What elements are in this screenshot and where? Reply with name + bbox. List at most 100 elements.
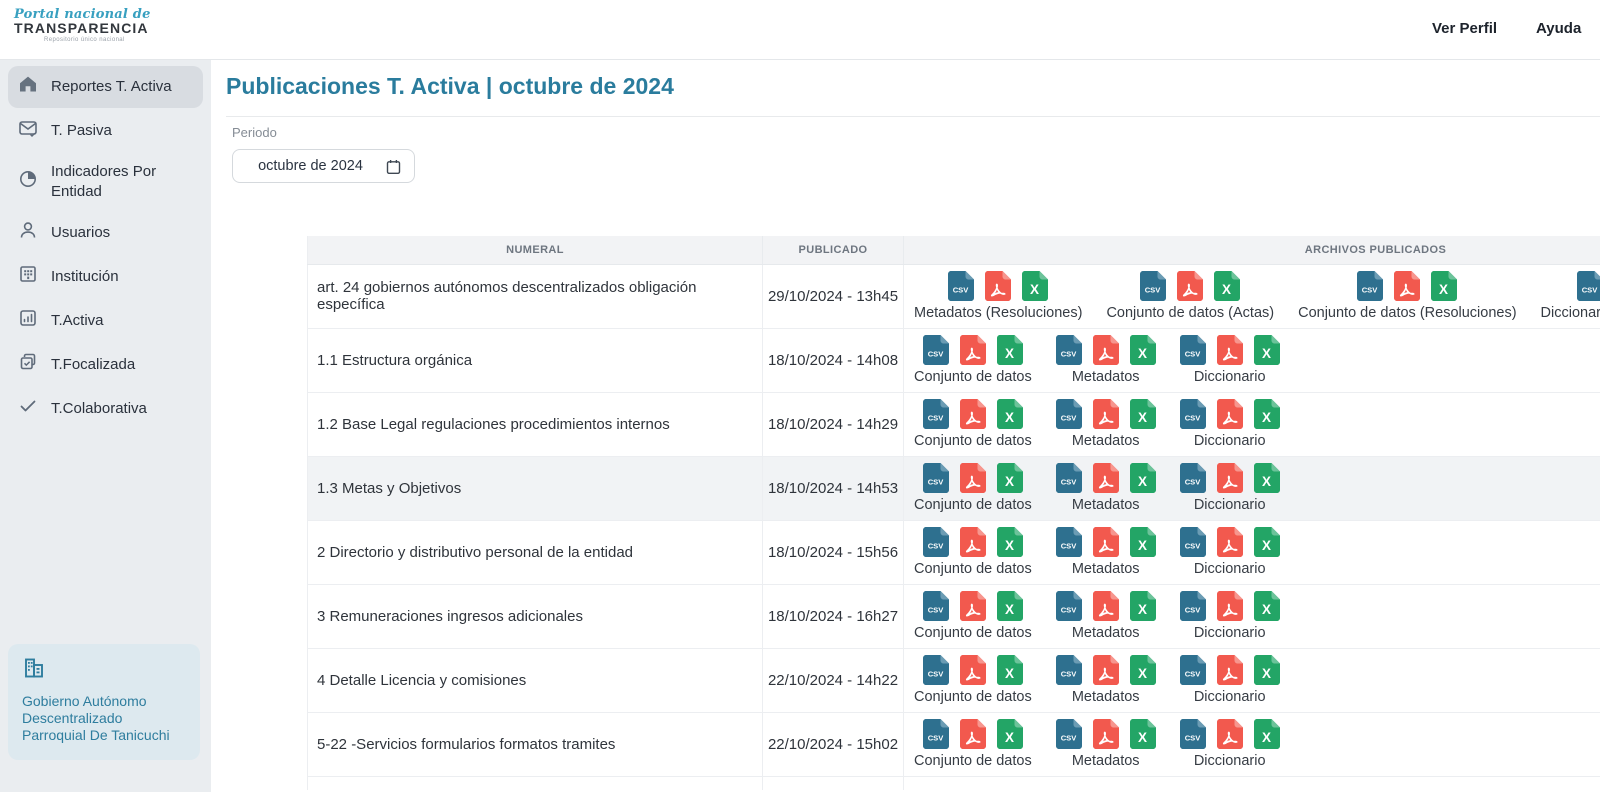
xls-file-icon[interactable]: X bbox=[1253, 335, 1280, 365]
xls-file-icon[interactable]: X bbox=[1129, 335, 1156, 365]
archivo-group: CSV X Diccionario (Resoluciones) bbox=[1541, 271, 1600, 321]
csv-file-icon[interactable]: CSV bbox=[1055, 335, 1082, 365]
pdf-file-icon[interactable] bbox=[959, 463, 986, 493]
xls-file-icon[interactable]: X bbox=[996, 527, 1023, 557]
xls-file-icon[interactable]: X bbox=[1129, 719, 1156, 749]
csv-file-icon[interactable]: CSV bbox=[1055, 463, 1082, 493]
svg-text:X: X bbox=[1138, 666, 1147, 681]
pdf-file-icon[interactable] bbox=[1216, 655, 1243, 685]
svg-text:X: X bbox=[1138, 602, 1147, 617]
xls-file-icon[interactable]: X bbox=[1431, 271, 1458, 301]
xls-file-icon[interactable]: X bbox=[1253, 591, 1280, 621]
xls-file-icon[interactable]: X bbox=[1214, 271, 1241, 301]
ayuda-link[interactable]: Ayuda bbox=[1536, 20, 1582, 37]
archivos-cell: CSV X Metadatos (Resoluciones) CSV X Con… bbox=[903, 264, 1600, 329]
archivo-group: CSV X Metadatos bbox=[1055, 463, 1156, 513]
xls-file-icon[interactable]: X bbox=[1129, 527, 1156, 557]
csv-file-icon[interactable]: CSV bbox=[922, 527, 949, 557]
svg-text:CSV: CSV bbox=[1060, 414, 1077, 423]
pdf-file-icon[interactable] bbox=[959, 655, 986, 685]
period-month-input[interactable]: octubre de 2024 bbox=[232, 149, 415, 183]
xls-file-icon[interactable]: X bbox=[1253, 399, 1280, 429]
xls-file-icon[interactable]: X bbox=[1253, 527, 1280, 557]
sidebar-item-t-activa[interactable]: T.Activa bbox=[8, 300, 203, 342]
pdf-file-icon[interactable] bbox=[1092, 719, 1119, 749]
pdf-file-icon[interactable] bbox=[1092, 399, 1119, 429]
csv-file-icon[interactable]: CSV bbox=[922, 335, 949, 365]
table-row-partial bbox=[307, 776, 1600, 790]
xls-file-icon[interactable]: X bbox=[1129, 463, 1156, 493]
archivos-cell-groups: CSV X Conjunto de datos CSV X Metadatos bbox=[914, 655, 1600, 705]
xls-file-icon[interactable]: X bbox=[996, 655, 1023, 685]
csv-file-icon[interactable]: CSV bbox=[1140, 271, 1167, 301]
xls-file-icon[interactable]: X bbox=[996, 719, 1023, 749]
csv-file-icon[interactable]: CSV bbox=[1055, 399, 1082, 429]
svg-text:CSV: CSV bbox=[928, 542, 945, 551]
pdf-file-icon[interactable] bbox=[1092, 655, 1119, 685]
csv-file-icon[interactable]: CSV bbox=[922, 719, 949, 749]
pdf-file-icon[interactable] bbox=[1216, 463, 1243, 493]
logo-tagline: Repositorio único nacional bbox=[44, 37, 125, 43]
xls-file-icon[interactable]: X bbox=[1129, 591, 1156, 621]
csv-file-icon[interactable]: CSV bbox=[1055, 655, 1082, 685]
xls-file-icon[interactable]: X bbox=[996, 399, 1023, 429]
archivo-group-label: Conjunto de datos bbox=[914, 369, 1032, 385]
csv-file-icon[interactable]: CSV bbox=[1179, 399, 1206, 429]
xls-file-icon[interactable]: X bbox=[1253, 655, 1280, 685]
csv-file-icon[interactable]: CSV bbox=[1179, 463, 1206, 493]
sidebar-item-institucion[interactable]: Institución bbox=[8, 256, 203, 298]
pdf-file-icon[interactable] bbox=[959, 335, 986, 365]
pdf-file-icon[interactable] bbox=[1216, 399, 1243, 429]
pdf-file-icon[interactable] bbox=[959, 591, 986, 621]
pdf-file-icon[interactable] bbox=[1394, 271, 1421, 301]
pdf-file-icon[interactable] bbox=[1216, 335, 1243, 365]
csv-file-icon[interactable]: CSV bbox=[1179, 719, 1206, 749]
pdf-file-icon[interactable] bbox=[1092, 591, 1119, 621]
xls-file-icon[interactable]: X bbox=[1129, 399, 1156, 429]
pdf-file-icon[interactable] bbox=[1177, 271, 1204, 301]
sidebar-item-t-pasiva[interactable]: T. Pasiva bbox=[8, 110, 203, 152]
pdf-file-icon[interactable] bbox=[959, 399, 986, 429]
xls-file-icon[interactable]: X bbox=[996, 591, 1023, 621]
portal-logo[interactable]: Portal nacional de TRANSPARENCIA Reposit… bbox=[14, 8, 154, 43]
csv-file-icon[interactable]: CSV bbox=[1357, 271, 1384, 301]
csv-file-icon[interactable]: CSV bbox=[1179, 655, 1206, 685]
pdf-file-icon[interactable] bbox=[1092, 527, 1119, 557]
xls-file-icon[interactable]: X bbox=[996, 335, 1023, 365]
xls-file-icon[interactable]: X bbox=[1253, 463, 1280, 493]
xls-file-icon[interactable]: X bbox=[1253, 719, 1280, 749]
pdf-file-icon[interactable] bbox=[1092, 463, 1119, 493]
pdf-file-icon[interactable] bbox=[959, 527, 986, 557]
csv-file-icon[interactable]: CSV bbox=[922, 655, 949, 685]
csv-file-icon[interactable]: CSV bbox=[1179, 591, 1206, 621]
xls-file-icon[interactable]: X bbox=[996, 463, 1023, 493]
pdf-file-icon[interactable] bbox=[1216, 719, 1243, 749]
pdf-file-icon[interactable] bbox=[959, 719, 986, 749]
sidebar-item-indicadores-por-entidad[interactable]: Indicadores Por Entidad bbox=[8, 154, 203, 210]
csv-file-icon[interactable]: CSV bbox=[922, 591, 949, 621]
csv-file-icon[interactable]: CSV bbox=[1055, 719, 1082, 749]
csv-file-icon[interactable]: CSV bbox=[1055, 591, 1082, 621]
xls-file-icon[interactable]: X bbox=[1129, 655, 1156, 685]
csv-file-icon[interactable]: CSV bbox=[948, 271, 975, 301]
archivo-group-label: Conjunto de datos bbox=[914, 625, 1032, 641]
sidebar-item-t-colaborativa[interactable]: T.Colaborativa bbox=[8, 388, 203, 430]
sidebar-item-usuarios[interactable]: Usuarios bbox=[8, 212, 203, 254]
pdf-file-icon[interactable] bbox=[1216, 591, 1243, 621]
csv-file-icon[interactable]: CSV bbox=[922, 463, 949, 493]
archivo-group-icons: CSV X bbox=[1179, 399, 1280, 429]
pdf-file-icon[interactable] bbox=[985, 271, 1012, 301]
pdf-file-icon[interactable] bbox=[1216, 527, 1243, 557]
home-icon bbox=[18, 74, 38, 100]
sidebar-item-t-focalizada[interactable]: T.Focalizada bbox=[8, 344, 203, 386]
csv-file-icon[interactable]: CSV bbox=[922, 399, 949, 429]
ver-perfil-link[interactable]: Ver Perfil bbox=[1432, 20, 1498, 37]
csv-file-icon[interactable]: CSV bbox=[1179, 527, 1206, 557]
sidebar-item-reportes-t-activa[interactable]: Reportes T. Activa bbox=[8, 66, 203, 108]
pdf-file-icon[interactable] bbox=[1092, 335, 1119, 365]
xls-file-icon[interactable]: X bbox=[1022, 271, 1049, 301]
archivo-group-label: Metadatos bbox=[1071, 433, 1140, 449]
csv-file-icon[interactable]: CSV bbox=[1055, 527, 1082, 557]
csv-file-icon[interactable]: CSV bbox=[1576, 271, 1600, 301]
csv-file-icon[interactable]: CSV bbox=[1179, 335, 1206, 365]
